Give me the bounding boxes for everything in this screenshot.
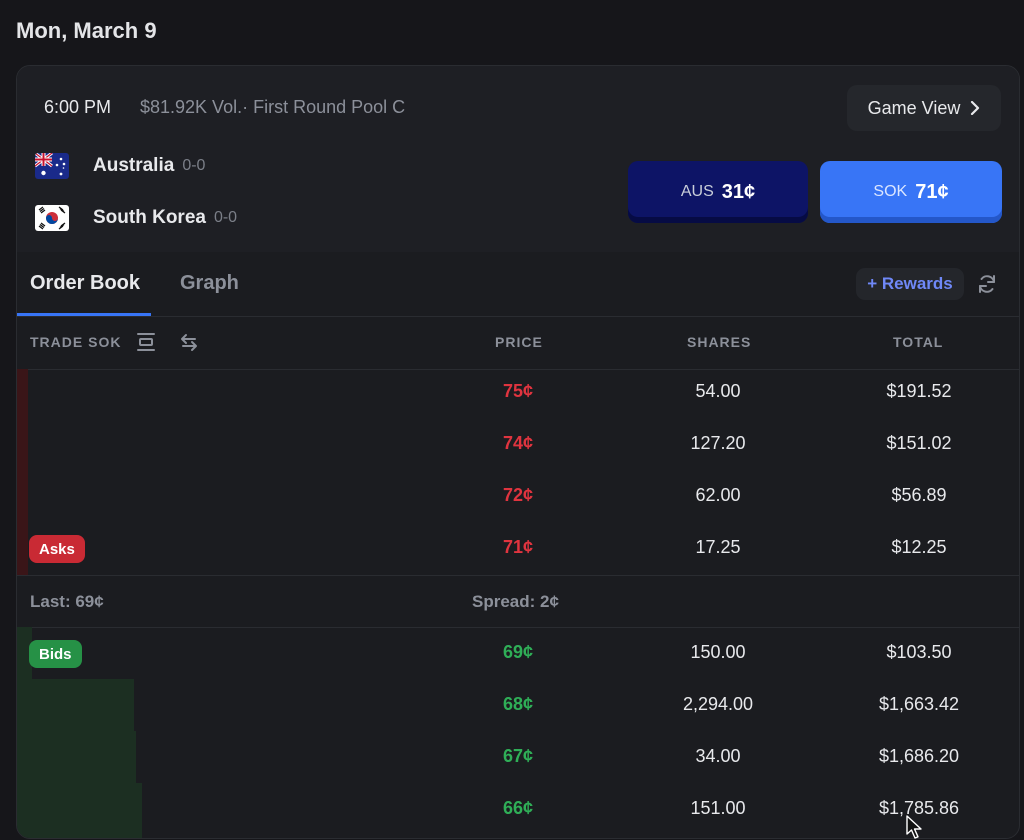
ask-price: 74¢ — [502, 433, 534, 453]
button-team-code: AUS — [680, 183, 714, 200]
ask-row[interactable]: 72¢ 62.00 $56.89 — [17, 471, 1019, 523]
trade-label: TRADE SOK — [30, 334, 122, 350]
asks-badge: Asks — [29, 535, 85, 563]
volume-info: $81.92K Vol.· First Round Pool C — [140, 97, 406, 117]
game-view-button[interactable]: Game View — [847, 85, 1001, 131]
bid-row[interactable]: 68¢ 2,294.00 $1,663.42 — [17, 680, 1019, 732]
tab-bar: Order Book Graph — [17, 252, 1019, 317]
shares-column-header: SHARES — [687, 334, 752, 350]
bid-shares: 34.00 — [695, 746, 741, 766]
button-price: 71¢ — [915, 180, 949, 203]
bid-shares: 2,294.00 — [682, 694, 754, 714]
ask-price: 75¢ — [502, 381, 534, 401]
tab-graph[interactable]: Graph — [180, 272, 239, 294]
ask-shares: 127.20 — [690, 433, 746, 453]
match-header: 6:00 PM $81.92K Vol.· First Round Pool C… — [17, 66, 1019, 252]
bid-total: $1,686.20 — [878, 746, 960, 766]
south-korea-flag-icon — [35, 205, 69, 231]
team-row-south-korea[interactable]: South Korea 0-0 — [35, 202, 237, 234]
bid-shares: 151.00 — [690, 798, 746, 818]
order-book-column-header: TRADE SOK PRICE SHARES TOTAL — [17, 317, 1019, 370]
active-tab-indicator — [17, 313, 151, 316]
total-column-header: TOTAL — [893, 334, 944, 350]
buy-aus-button[interactable]: AUS 31¢ — [628, 161, 808, 223]
team-record: 0-0 — [182, 157, 206, 174]
bids-depth-bar — [17, 731, 136, 783]
chevron-right-icon — [971, 101, 980, 115]
asks-depth-bar — [17, 369, 28, 575]
ask-row[interactable]: 74¢ 127.20 $151.02 — [17, 419, 1019, 471]
match-time: 6:00 PM — [44, 97, 112, 117]
bid-price: 66¢ — [502, 798, 534, 818]
bid-total: $1,785.86 — [878, 798, 960, 818]
ask-row[interactable]: 71¢ 17.25 $12.25 — [17, 523, 1019, 575]
bid-row[interactable]: 67¢ 34.00 $1,686.20 — [17, 732, 1019, 784]
bid-total: $1,663.42 — [878, 694, 960, 714]
ask-shares: 17.25 — [695, 537, 741, 557]
bids-depth-bar — [17, 783, 142, 838]
team-record: 0-0 — [213, 209, 238, 226]
ask-row[interactable]: 75¢ 54.00 $191.52 — [17, 367, 1019, 419]
button-team-code: SOK — [873, 183, 908, 200]
mouse-pointer-icon — [906, 815, 922, 839]
bid-shares: 150.00 — [690, 642, 746, 662]
spread-row: Last: 69¢ Spread: 2¢ — [17, 575, 1019, 628]
swap-icon[interactable] — [178, 331, 200, 353]
bid-price: 67¢ — [502, 746, 534, 766]
ask-total: $12.25 — [891, 537, 947, 557]
price-column-header: PRICE — [495, 334, 543, 350]
ask-total: $151.02 — [886, 433, 952, 453]
ask-total: $56.89 — [891, 485, 947, 505]
team-name: Australia — [93, 155, 175, 176]
date-header: Mon, March 9 — [16, 18, 157, 43]
rewards-button[interactable]: + Rewards — [856, 268, 964, 300]
ask-total: $191.52 — [886, 381, 952, 401]
last-price: Last: 69¢ — [30, 592, 104, 611]
ask-price: 72¢ — [502, 485, 534, 505]
buy-sok-button[interactable]: SOK 71¢ — [820, 161, 1002, 223]
button-price: 31¢ — [721, 180, 756, 203]
australia-flag-icon — [35, 153, 69, 179]
refresh-icon[interactable] — [975, 272, 999, 296]
spread-value: Spread: 2¢ — [472, 592, 559, 611]
bids-badge: Bids — [29, 640, 82, 668]
ask-price: 71¢ — [502, 537, 534, 557]
ask-shares: 62.00 — [695, 485, 741, 505]
bid-row[interactable]: 69¢ 150.00 $103.50 — [17, 628, 1019, 680]
team-name: South Korea — [93, 207, 206, 228]
team-row-australia[interactable]: Australia 0-0 — [35, 150, 205, 182]
game-view-label: Game View — [867, 97, 961, 118]
bid-price: 68¢ — [502, 694, 534, 714]
bids-depth-bar — [17, 627, 32, 679]
bid-total: $103.50 — [886, 642, 952, 662]
bid-row[interactable]: 66¢ 151.00 $1,785.86 — [17, 784, 1019, 836]
bid-price: 69¢ — [502, 642, 534, 662]
ask-shares: 54.00 — [695, 381, 741, 401]
match-card: 6:00 PM $81.92K Vol.· First Round Pool C… — [16, 65, 1020, 839]
bids-depth-bar — [17, 679, 134, 731]
center-view-icon[interactable] — [135, 331, 157, 353]
tab-order-book[interactable]: Order Book — [30, 272, 141, 294]
